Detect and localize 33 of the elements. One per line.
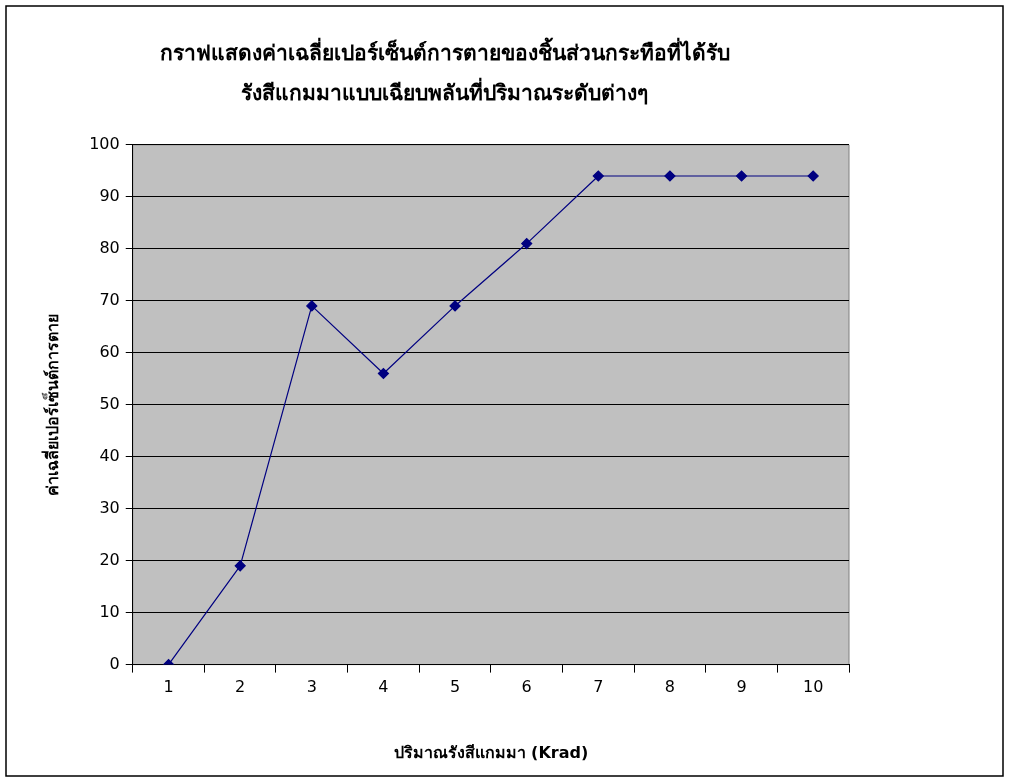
x-tick-label: 3 — [306, 677, 317, 697]
chart-title: กราฟแสดงค่าเฉลี่ยเปอร์เซ็นต์การตายของชิ้นส่วนกระทือที่ได้รับ รังสีแกมมาแบบเฉียบพลันที่ปริมาณระดับต่างๆ — [159, 37, 730, 106]
point — [377, 367, 390, 380]
y-tick-label: 80 — [99, 237, 120, 257]
x-tick-label: 7 — [593, 677, 604, 697]
x-tick-label: 8 — [664, 677, 676, 697]
x-tick-label: 2 — [235, 677, 246, 697]
x-tick-label: 4 — [378, 677, 389, 697]
point — [807, 170, 819, 182]
y-tick-label: 40 — [99, 445, 120, 465]
y-tick-label: 0 — [109, 653, 120, 673]
y-tick-label: 60 — [99, 341, 120, 361]
point — [449, 300, 461, 312]
x-axis-title: ปริมาณรังสีแกมมา (Krad) — [393, 742, 589, 762]
y-tick-label: 30 — [99, 497, 120, 517]
y-tick-label: 70 — [99, 289, 120, 309]
y-tick-label: 100 — [89, 133, 120, 153]
y-tick-label: 10 — [99, 601, 120, 621]
x-tick-label: 9 — [736, 677, 747, 697]
point — [234, 560, 246, 572]
x-tick-label: 10 — [803, 677, 824, 697]
y-tick-label: 50 — [99, 393, 120, 413]
point — [592, 170, 604, 182]
x-tick-label: 1 — [163, 677, 174, 697]
y-tick-label: 20 — [99, 549, 120, 569]
point — [521, 237, 533, 250]
point — [306, 300, 318, 312]
x-tick-label: 6 — [521, 677, 532, 697]
point — [664, 170, 676, 182]
x-tick-label: 5 — [449, 677, 461, 697]
y-tick-label: 90 — [99, 185, 120, 205]
y-axis-title: ค่าเฉลี่ยเปอร์เซ็นต์การตาย — [40, 313, 62, 496]
point — [735, 170, 748, 182]
